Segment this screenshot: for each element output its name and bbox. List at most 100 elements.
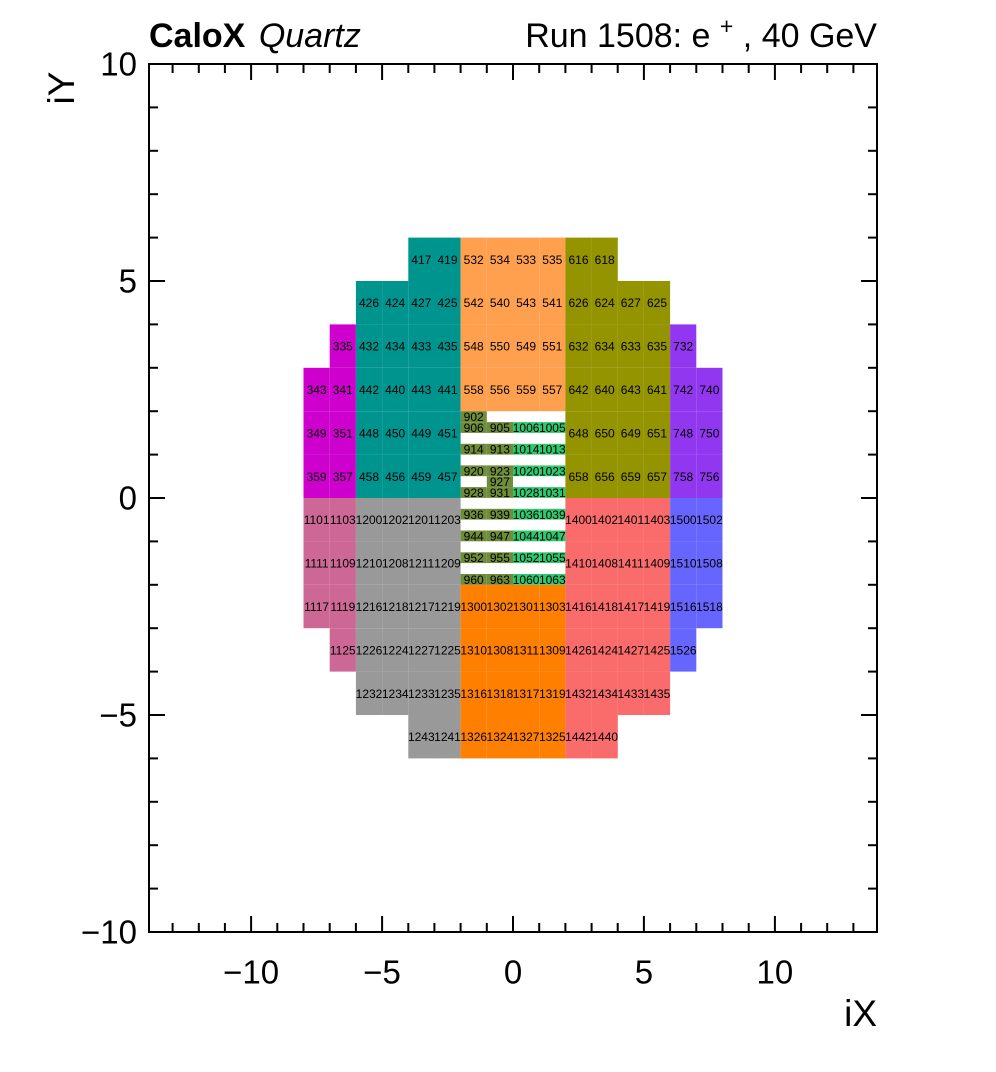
cell-1200 [355,498,383,542]
run-title-superscript: + [720,13,733,39]
cell-1433 [617,671,644,715]
cell-label-659: 659 [621,470,641,484]
cell-label-419: 419 [437,253,457,267]
cell-923 [486,465,513,477]
cell-label-427: 427 [411,296,431,310]
cell-label-1219: 1219 [434,600,461,614]
cell-label-435: 435 [437,340,457,354]
cell-1435 [643,671,671,715]
cell-label-1117: 1117 [304,600,329,614]
cell-936 [460,508,487,520]
cell-632 [565,324,592,368]
cell-659 [617,454,644,498]
cell-651 [643,411,671,455]
cell-1308 [486,628,513,672]
cell-559 [513,367,540,412]
cell-label-658: 658 [568,470,588,484]
cell-label-1226: 1226 [356,643,383,657]
cell-label-1408: 1408 [591,557,618,571]
cell-label-1310: 1310 [460,643,487,657]
cell-label-740: 740 [699,383,719,397]
cell-351 [329,411,356,455]
cell-425 [434,281,461,325]
cell-1063 [539,574,566,585]
cell-1203 [434,498,461,542]
cell-label-748: 748 [673,426,693,440]
cell-624 [591,281,618,325]
cell-label-424: 424 [385,296,405,310]
cell-label-1508: 1508 [696,557,723,571]
x-tick-label: −5 [363,954,401,991]
cell-label-1234: 1234 [382,687,409,701]
cell-label-1442: 1442 [565,730,592,744]
cell-label-634: 634 [595,340,615,354]
cell-label-640: 640 [595,383,615,397]
cell-1409 [643,541,671,585]
y-axis-title: iY [41,72,82,105]
cell-742 [670,367,697,412]
cell-616 [565,237,592,281]
cell-643 [617,367,644,412]
cell-label-432: 432 [359,340,379,354]
x-tick-label: 0 [504,954,522,991]
cell-939 [486,508,513,520]
cell-1440 [591,715,618,759]
cell-1013 [539,443,566,455]
cell-944 [460,530,487,542]
cell-label-952: 952 [464,551,484,565]
cell-label-650: 650 [595,426,615,440]
cell-label-642: 642 [568,383,588,397]
cell-label-1109: 1109 [330,557,356,571]
cell-1047 [539,530,566,542]
cell-label-1432: 1432 [565,687,592,701]
cell-1039 [539,508,566,520]
cell-label-624: 624 [595,296,615,310]
cell-label-540: 540 [490,296,510,310]
cell-1500 [670,498,697,542]
cell-label-758: 758 [673,470,693,484]
cell-1055 [539,552,566,564]
cell-1419 [643,584,671,629]
x-tick-label: 5 [635,954,653,991]
cell-1510 [670,541,697,585]
cell-label-1055: 1055 [539,551,566,565]
cell-427 [408,281,435,325]
cell-label-1028: 1028 [513,486,540,500]
cell-1411 [617,541,644,585]
cell-label-656: 656 [595,470,615,484]
cell-1103 [329,498,356,542]
cell-label-1324: 1324 [487,730,514,744]
cell-label-1210: 1210 [356,557,383,571]
cell-label-1023: 1023 [539,464,566,478]
cell-label-1401: 1401 [617,513,644,527]
cell-556 [486,367,513,412]
cell-457 [434,454,461,498]
cell-432 [355,324,383,368]
cell-1031 [539,487,566,498]
cell-441 [434,367,461,412]
cell-549 [513,324,540,368]
cell-1303 [539,584,566,629]
cell-1317 [513,671,540,715]
cell-label-1316: 1316 [460,687,487,701]
cell-label-351: 351 [333,426,353,440]
cell-1209 [434,541,461,585]
cell-label-1216: 1216 [356,600,383,614]
cell-541 [539,281,566,325]
cell-label-1202: 1202 [382,513,409,527]
cell-551 [539,324,566,368]
cell-435 [434,324,461,368]
cell-label-1410: 1410 [565,557,592,571]
cell-layer: 335 343 341 349 351 359 357 417 419 426 424 427 425 4… [303,237,723,759]
cell-label-944: 944 [464,530,484,544]
cell-label-1416: 1416 [565,600,592,614]
cell-1211 [408,541,435,585]
cell-label-535: 535 [542,253,562,267]
cell-label-1036: 1036 [513,508,540,522]
cell-902 [460,411,487,422]
cell-625 [643,281,671,325]
cell-label-618: 618 [595,253,615,267]
cell-label-902: 902 [464,410,484,424]
cell-1311 [513,628,540,672]
